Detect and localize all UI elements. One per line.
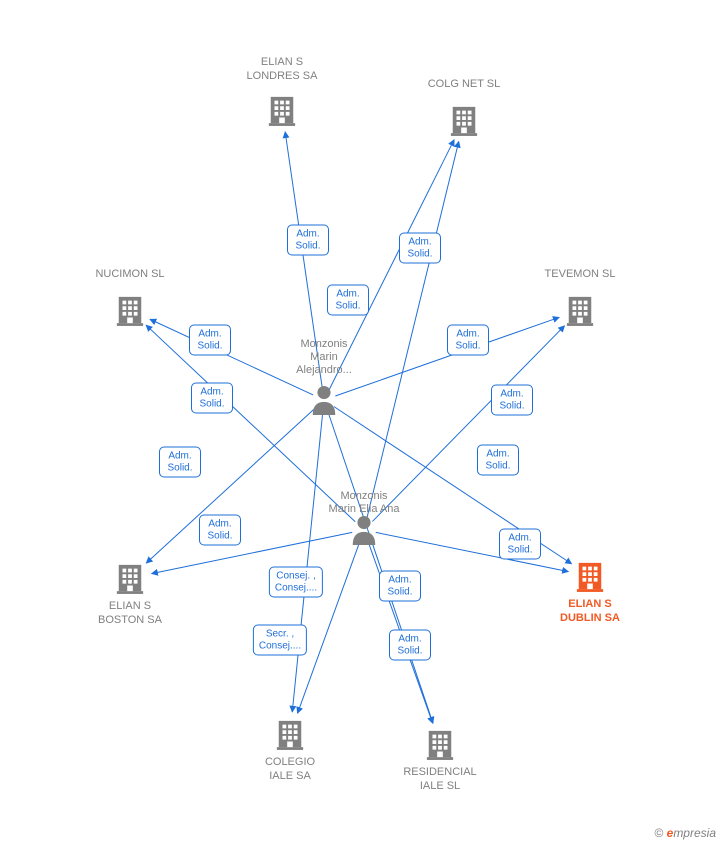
building-icon[interactable] [115, 561, 145, 595]
edge [328, 411, 433, 723]
edge [368, 541, 433, 723]
building-icon[interactable] [449, 103, 479, 137]
edge [146, 325, 355, 522]
edge [146, 408, 315, 563]
graph-canvas [0, 0, 728, 850]
edge [285, 132, 322, 388]
edge [329, 140, 454, 390]
building-icon[interactable] [575, 559, 605, 593]
building-icon[interactable] [267, 93, 297, 127]
person-icon[interactable] [309, 383, 339, 417]
building-icon[interactable] [115, 293, 145, 327]
edge [372, 326, 564, 522]
edge [335, 317, 559, 396]
building-icon[interactable] [275, 717, 305, 751]
edge [150, 319, 313, 395]
building-icon[interactable] [565, 293, 595, 327]
brand-rest: mpresia [673, 826, 716, 840]
edge [152, 532, 353, 573]
building-icon[interactable] [425, 727, 455, 761]
edge [292, 412, 323, 712]
copyright-footer: © empresia [654, 826, 716, 840]
edge [376, 532, 569, 571]
edge [367, 141, 459, 518]
copyright-symbol: © [654, 826, 663, 840]
person-icon[interactable] [349, 513, 379, 547]
